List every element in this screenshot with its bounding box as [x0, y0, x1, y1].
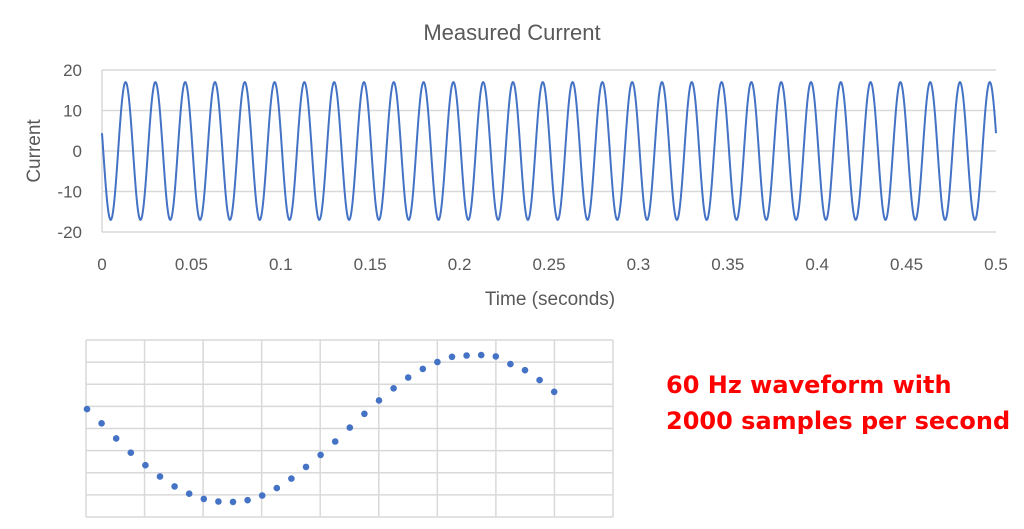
x-tick-label: 0.5	[984, 255, 1008, 274]
sample-point	[477, 351, 485, 359]
sample-points	[83, 351, 558, 506]
x-tick-label: 0.45	[890, 255, 923, 274]
sample-point	[302, 463, 310, 471]
x-tick-label: 0.15	[354, 255, 387, 274]
x-tick-label: 0.25	[532, 255, 565, 274]
sample-point	[448, 353, 456, 361]
sample-point	[171, 483, 178, 490]
sample-point	[98, 420, 105, 427]
grid	[85, 339, 614, 518]
y-tick-label: 0	[73, 142, 82, 161]
sample-point	[331, 438, 339, 445]
chart-title: Measured Current	[423, 20, 600, 45]
y-tick-label: 10	[63, 102, 82, 121]
sample-point	[404, 374, 412, 381]
sample-point	[419, 365, 427, 373]
sample-point	[346, 424, 354, 431]
sample-point	[317, 451, 324, 459]
x-tick-label: 0	[97, 255, 106, 274]
sample-point	[492, 353, 500, 360]
sample-point	[390, 385, 397, 392]
y-axis-label: Current	[24, 119, 45, 183]
measured-current-chart: Measured Current 20 10 0 -10 -20 0 0.05 0.1 0.1…	[24, 20, 1008, 310]
sample-point	[550, 388, 558, 396]
sample-point	[536, 376, 543, 384]
x-tick-label: 0.05	[175, 255, 208, 274]
sample-point	[288, 475, 295, 482]
annotation-text: 60 Hz waveform with 2000 samples per sec…	[666, 367, 1010, 439]
sample-point	[200, 495, 208, 503]
sample-point	[127, 449, 135, 457]
sample-point	[156, 473, 164, 480]
x-tick-label: 0.1	[269, 255, 293, 274]
x-tick-label: 0.2	[448, 255, 472, 274]
x-axis-label: Time (seconds)	[485, 289, 615, 310]
annotation-line-1: 60 Hz waveform with	[666, 371, 952, 399]
y-axis-ticks: 20 10 0 -10 -20	[57, 61, 82, 242]
x-axis-ticks: 0 0.05 0.1 0.15 0.2 0.25 0.3 0.35 0.4 0.45 0.5	[97, 255, 1008, 274]
sample-point	[258, 492, 266, 499]
sample-point	[215, 498, 222, 505]
horizontal-gridlines	[102, 69, 996, 233]
sampled-waveform-chart	[83, 339, 614, 518]
sample-point	[434, 358, 441, 366]
sample-point	[83, 405, 91, 413]
y-tick-label: -20	[57, 223, 82, 242]
sample-point	[521, 366, 529, 374]
sample-point	[112, 435, 120, 442]
sample-point	[185, 490, 193, 498]
sample-point	[142, 461, 149, 469]
sample-point	[229, 498, 237, 506]
sample-point	[273, 484, 281, 492]
sample-point	[244, 496, 251, 504]
sample-point	[507, 360, 514, 368]
x-tick-label: 0.4	[805, 255, 829, 274]
sample-point	[361, 410, 368, 418]
current-waveform-line	[101, 81, 997, 221]
annotation-line-2: 2000 samples per second	[666, 407, 1011, 435]
y-tick-label: -10	[57, 183, 82, 202]
y-tick-label: 20	[63, 61, 82, 80]
x-tick-label: 0.35	[711, 255, 744, 274]
sample-point	[375, 397, 383, 404]
sample-point	[463, 352, 470, 359]
x-tick-label: 0.3	[627, 255, 651, 274]
